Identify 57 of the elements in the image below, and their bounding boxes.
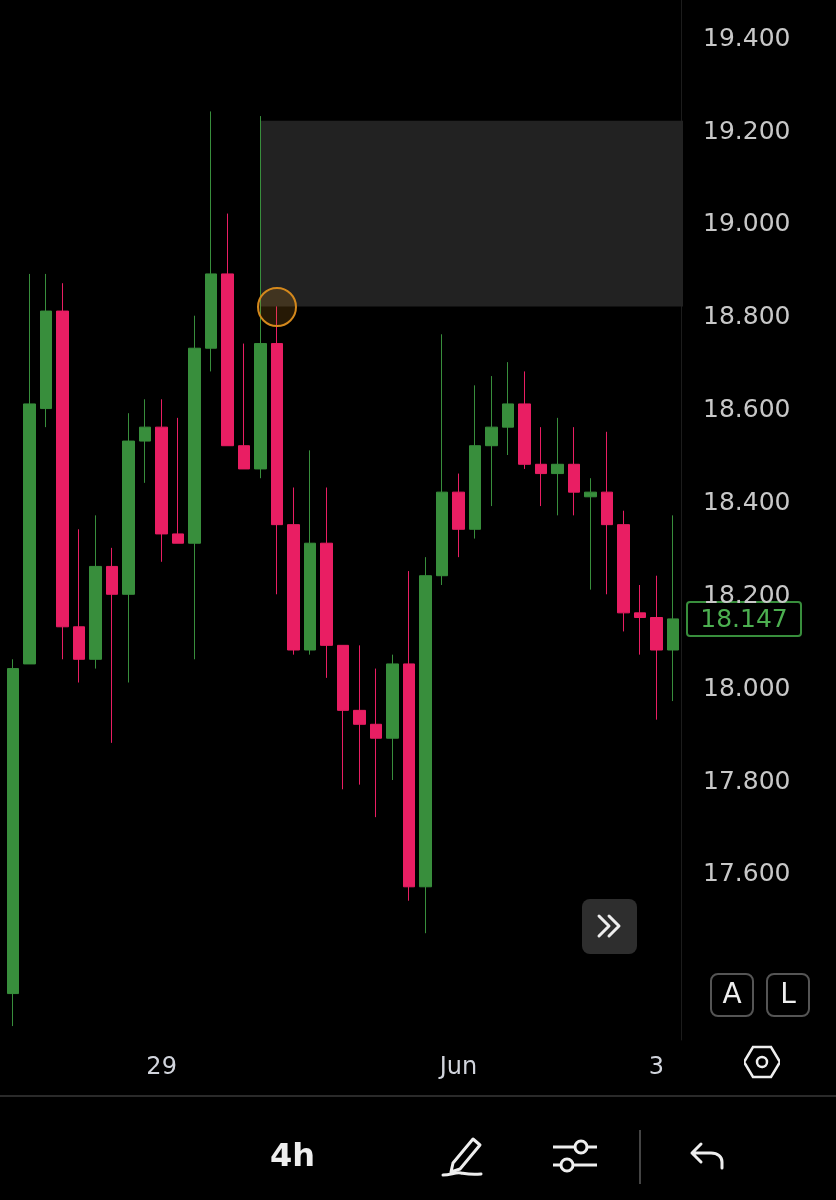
candlestick (254, 115, 267, 479)
candlestick (122, 412, 135, 683)
candlestick (436, 333, 448, 586)
candlestick (205, 110, 217, 372)
candlestick (403, 570, 415, 902)
y-tick-label: 18.800 (703, 301, 791, 331)
x-tick-label: 29 (146, 1052, 177, 1080)
candlestick (353, 644, 366, 786)
candlestick (155, 398, 168, 563)
candlestick (370, 668, 382, 818)
candlestick (287, 487, 300, 656)
text: L (766, 973, 810, 1017)
candlestick (568, 426, 580, 516)
x-tick-label: Jun (437, 1052, 478, 1080)
candlestick (452, 473, 465, 558)
candlestick (139, 398, 151, 484)
x-tick-label: 3 (648, 1052, 664, 1080)
candlestick (56, 282, 69, 660)
candlestick (238, 343, 250, 470)
candlestick (337, 644, 349, 790)
candlestick (419, 556, 432, 934)
candlestick (535, 426, 547, 507)
candlestick (601, 431, 613, 595)
candlestick (584, 477, 597, 591)
candlestick (617, 510, 630, 632)
candlestick (23, 273, 36, 665)
text: A (710, 973, 754, 1017)
y-tick-label: 19.200 (703, 115, 791, 145)
candlestick (667, 514, 679, 702)
candlestick (551, 417, 564, 516)
y-tick-label: 17.800 (703, 765, 791, 795)
candlestick (40, 273, 52, 428)
y-tick-label: 18.600 (703, 394, 791, 424)
y-tick-label: 18.400 (703, 486, 791, 516)
y-tick-label: 19.400 (703, 22, 791, 52)
candlestick (304, 449, 316, 656)
candlestick (221, 213, 234, 447)
candlestick (634, 584, 646, 656)
candlestick (188, 315, 201, 660)
y-tick-label: 18.000 (703, 672, 791, 702)
candlestick (106, 547, 118, 744)
text: 18.147 (700, 604, 788, 634)
candlestick (271, 305, 283, 595)
candlestick (320, 487, 333, 679)
candlestick (502, 361, 514, 456)
candlestick (89, 514, 102, 670)
candlestick (650, 575, 663, 721)
text: 4h (270, 1136, 316, 1174)
candlestick (73, 528, 85, 683)
candlestick (518, 370, 531, 470)
y-tick-label: 19.000 (703, 208, 791, 238)
candlestick (172, 417, 184, 544)
candlestick (469, 384, 481, 540)
candlestick (7, 658, 19, 1027)
candlestick (386, 654, 399, 781)
candlestick (485, 375, 498, 507)
y-tick-label: 17.600 (703, 858, 791, 888)
